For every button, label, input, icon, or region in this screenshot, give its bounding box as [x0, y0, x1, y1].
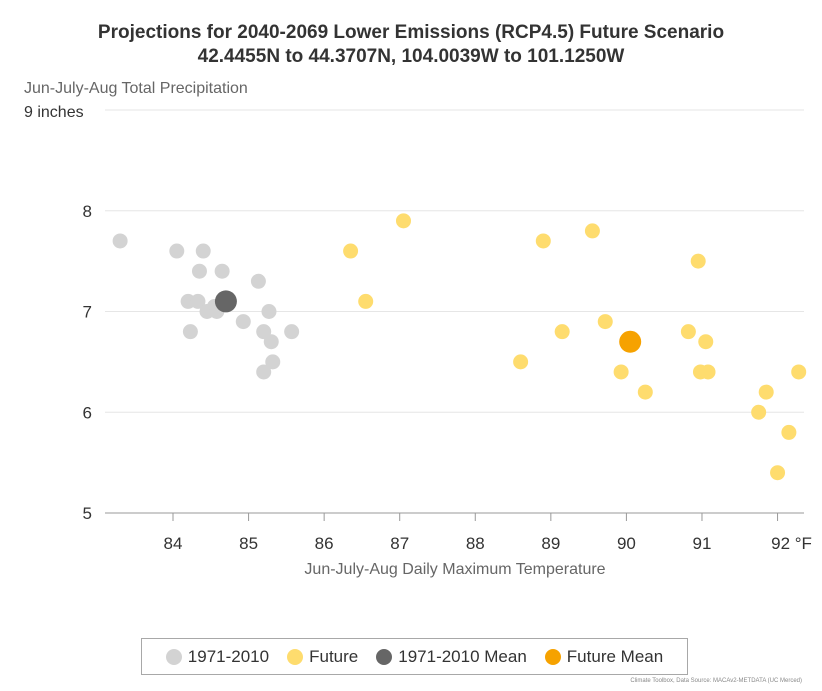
data-point-1971-2010: [284, 324, 300, 340]
data-point-future: [554, 324, 570, 340]
legend-item: 1971-2010 Mean: [376, 647, 527, 667]
x-tick-label: 85: [239, 534, 258, 553]
x-tick-label: 91: [693, 534, 712, 553]
chart-title-line-2: 42.4455N to 44.3707N, 104.0039W to 101.1…: [197, 46, 625, 67]
data-point-1971-2010: [261, 304, 277, 319]
legend-label: 1971-2010: [187, 646, 270, 666]
legend-swatch: [165, 648, 182, 665]
scatter-chart: 5 6 7 8 84 85 86 87 88 89 90 91 92 °F Jun-July-Aug To…: [24, 80, 812, 578]
legend-swatch: [544, 648, 561, 665]
legend-label: 1971-2010 Mean: [398, 646, 527, 666]
legend-label: Future: [309, 646, 359, 666]
mean-point-future-mean: [619, 330, 642, 353]
y-tick-label: 6: [83, 403, 92, 422]
data-point-1971-2010: [235, 314, 251, 330]
y-tick-label: 5: [83, 504, 92, 523]
x-tick-label: 87: [390, 534, 409, 553]
data-point-future: [513, 354, 529, 370]
data-point-1971-2010: [195, 243, 211, 259]
x-tick-label: 89: [541, 534, 560, 553]
data-point-future: [637, 384, 653, 400]
data-point-1971-2010: [265, 354, 281, 370]
data-point-future: [395, 213, 411, 229]
data-point-1971-2010: [250, 273, 266, 289]
legend-item: Future Mean: [544, 646, 664, 667]
data-point-future: [791, 364, 807, 380]
y-tick-label: 7: [83, 303, 92, 322]
data-point-future: [690, 253, 706, 269]
data-point-future: [584, 223, 600, 239]
legend-swatch: [287, 648, 304, 665]
data-point-future: [700, 364, 716, 380]
data-point-future: [343, 243, 359, 259]
legend: 1971-2010 Future 1971-2010 Mean Future Mean: [141, 638, 688, 675]
data-point-future: [358, 293, 374, 309]
data-point-1971-2010: [214, 263, 230, 279]
data-point-future: [758, 384, 774, 400]
mean-point-1971-2010-mean: [214, 290, 237, 313]
data-point-future: [781, 424, 797, 440]
data-point-future: [751, 404, 767, 420]
x-tick-label: 88: [466, 534, 485, 553]
x-tick-label: 84: [164, 534, 183, 553]
legend-item: 1971-2010: [165, 646, 270, 667]
x-tick-label: 92 °F: [771, 534, 812, 553]
y-axis-label: Jun-July-Aug Total Precipitation: [24, 80, 248, 97]
x-tick-label: 90: [617, 534, 636, 553]
data-point-1971-2010: [182, 324, 198, 340]
legend-item: Future: [287, 647, 358, 667]
data-point-future: [535, 233, 551, 249]
data-point-future: [770, 465, 786, 481]
legend-swatch: [376, 648, 393, 665]
data-point-1971-2010: [256, 364, 272, 380]
chart-title-line-1: Projections for 2040-2069 Lower Emission…: [97, 22, 725, 43]
data-point-1971-2010: [112, 233, 128, 249]
data-point-future: [698, 334, 714, 350]
data-point-future: [680, 324, 696, 340]
data-point-1971-2010: [169, 243, 185, 259]
data-point-1971-2010: [191, 263, 207, 279]
data-point-1971-2010: [263, 334, 279, 350]
x-tick-label: 86: [315, 534, 334, 553]
data-credit: Climate Toolbox, Data Source: MACAv2-MET…: [630, 678, 802, 684]
data-point-1971-2010: [190, 293, 206, 309]
data-point-future: [597, 314, 613, 330]
data-point-future: [613, 364, 629, 380]
x-axis-label: Jun-July-Aug Daily Maximum Temperature: [304, 561, 605, 578]
legend-label: Future Mean: [566, 646, 664, 666]
y-axis-top-label: 9 inches: [24, 104, 84, 121]
y-tick-label: 8: [83, 202, 92, 221]
